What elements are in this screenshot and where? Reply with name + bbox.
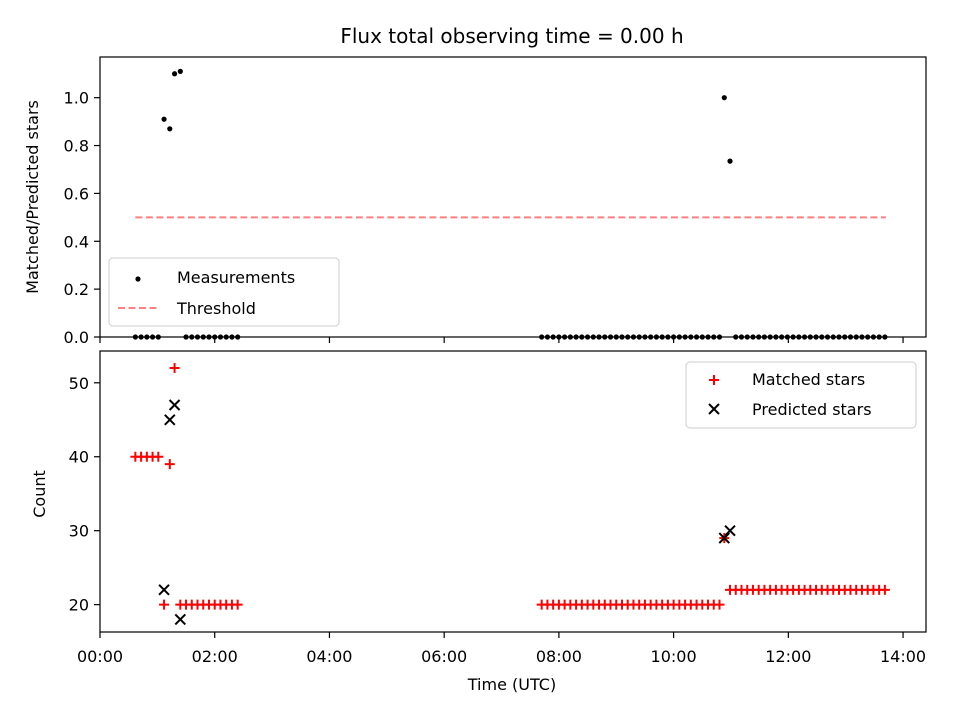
- legend-threshold-label: Threshold: [176, 299, 256, 318]
- y-tick-label: 0.0: [64, 328, 89, 347]
- x-tick-label: 14:00: [880, 647, 926, 666]
- predicted-star-point: [164, 414, 176, 426]
- count-points: [130, 363, 890, 626]
- chart-title: Flux total observing time = 0.00 h: [340, 24, 683, 48]
- bottom-y-ticks: 20 30 40 50: [69, 374, 100, 615]
- measurement-point: [721, 95, 727, 101]
- matched-star-point: [153, 451, 164, 462]
- x-tick-label: 08:00: [536, 647, 582, 666]
- measurement-point: [167, 126, 173, 132]
- bottom-axes-frame: [99, 350, 927, 633]
- top-y-axis-label: Matched/Predicted stars: [23, 100, 42, 294]
- predicted-star-point: [158, 584, 170, 596]
- y-tick-label: 30: [69, 522, 89, 541]
- y-tick-label: 1.0: [64, 89, 89, 108]
- predicted-star-point: [718, 532, 730, 544]
- y-tick-label: 0.6: [64, 184, 89, 203]
- top-legend-box: [108, 257, 340, 327]
- bottom-y-axis-label: Count: [30, 470, 49, 518]
- legend-measurements-label: Measurements: [177, 268, 295, 287]
- legend-matched-label: Matched stars: [752, 370, 865, 389]
- legend-predicted-marker: [708, 403, 720, 415]
- y-tick-label: 0.4: [64, 232, 89, 251]
- matched-star-point: [169, 363, 180, 374]
- x-tick-label: 04:00: [306, 647, 352, 666]
- measurement-point: [161, 116, 167, 122]
- matched-star-point: [232, 599, 243, 610]
- measurement-point: [177, 68, 183, 74]
- predicted-star-point: [174, 613, 187, 626]
- top-panel: 0.0 0.2 0.4 0.6 0.8 1.0 Matched/Predicted sta…: [23, 56, 927, 347]
- x-tick-label: 02:00: [192, 647, 238, 666]
- bottom-legend: Matched stars Predicted stars: [685, 361, 917, 429]
- legend-measurements-marker: [135, 276, 141, 282]
- top-legend: Measurements Threshold: [108, 257, 340, 327]
- top-y-ticks: 0.0 0.2 0.4 0.6 0.8 1.0: [64, 89, 100, 347]
- x-tick-label: 10:00: [651, 647, 697, 666]
- y-tick-label: 20: [69, 596, 89, 615]
- matched-star-point: [164, 459, 175, 470]
- y-tick-label: 0.2: [64, 280, 89, 299]
- matched-star-point: [879, 584, 890, 595]
- top-axes-frame: [99, 56, 927, 338]
- predicted-star-point: [724, 524, 736, 537]
- x-tick-label: 06:00: [421, 647, 467, 666]
- x-tick-label: 12:00: [765, 647, 811, 666]
- measurement-point: [727, 158, 733, 164]
- bottom-legend-box: [685, 361, 917, 429]
- x-axis-label: Time (UTC): [467, 675, 556, 694]
- legend-matched-marker: [709, 375, 719, 385]
- predicted-star-point: [168, 399, 181, 411]
- matched-star-point: [159, 599, 170, 610]
- x-tick-label: 00:00: [77, 647, 123, 666]
- measurement-point: [171, 71, 178, 77]
- legend-predicted-label: Predicted stars: [752, 400, 872, 419]
- top-x-ticks: [99, 337, 904, 343]
- bottom-panel: 20 30 40 50 00:00 02:00 04:00 06:00 08:00 10:00 1…: [30, 350, 927, 694]
- y-tick-label: 50: [69, 374, 89, 393]
- y-tick-label: 0.8: [64, 137, 89, 156]
- y-tick-label: 40: [69, 448, 89, 467]
- matched-star-point: [714, 599, 725, 610]
- bottom-x-ticks: 00:00 02:00 04:00 06:00 08:00 10:00 12:00 14:00: [77, 632, 926, 666]
